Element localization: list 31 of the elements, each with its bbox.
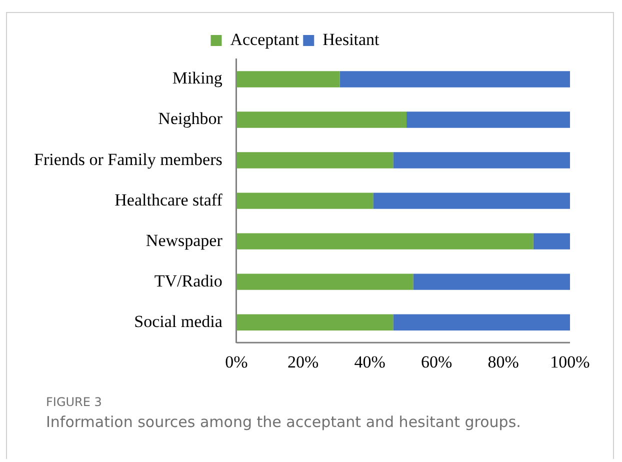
bar	[236, 152, 394, 168]
x-tick-label: 100%	[550, 352, 590, 372]
bar	[236, 274, 414, 290]
bar	[413, 274, 570, 290]
bar	[236, 233, 534, 250]
bar	[340, 71, 570, 88]
text: Information sources among the acceptant and hesitant groups.	[46, 413, 521, 431]
bar	[236, 112, 407, 128]
bar	[236, 71, 340, 88]
bar	[236, 314, 394, 330]
bar	[393, 314, 570, 330]
bar	[393, 152, 570, 168]
y-tick-label: Healthcare staff	[114, 190, 223, 210]
caption: FIGURE 3	[46, 395, 103, 409]
bar	[533, 233, 570, 250]
y-tick-label: Friends or Family members	[34, 150, 222, 169]
legend-label: Acceptant	[230, 30, 300, 49]
legend-label: Hesitant	[322, 30, 380, 49]
y-tick-label: Social media	[134, 312, 223, 331]
bar	[373, 192, 570, 209]
y-tick-label: Miking	[172, 68, 223, 88]
y-tick-label: Newspaper	[146, 230, 223, 250]
bar	[406, 112, 570, 128]
x-tick-label: 20%	[288, 352, 319, 372]
bar	[236, 192, 374, 209]
x-tick-label: 0%	[225, 352, 248, 372]
x-tick-label: 40%	[354, 352, 386, 372]
x-tick-label: 80%	[488, 352, 519, 372]
y-tick-label: TV/Radio	[154, 271, 222, 290]
x-tick-label: 60%	[420, 352, 452, 372]
y-tick-label: Neighbor	[158, 109, 223, 128]
